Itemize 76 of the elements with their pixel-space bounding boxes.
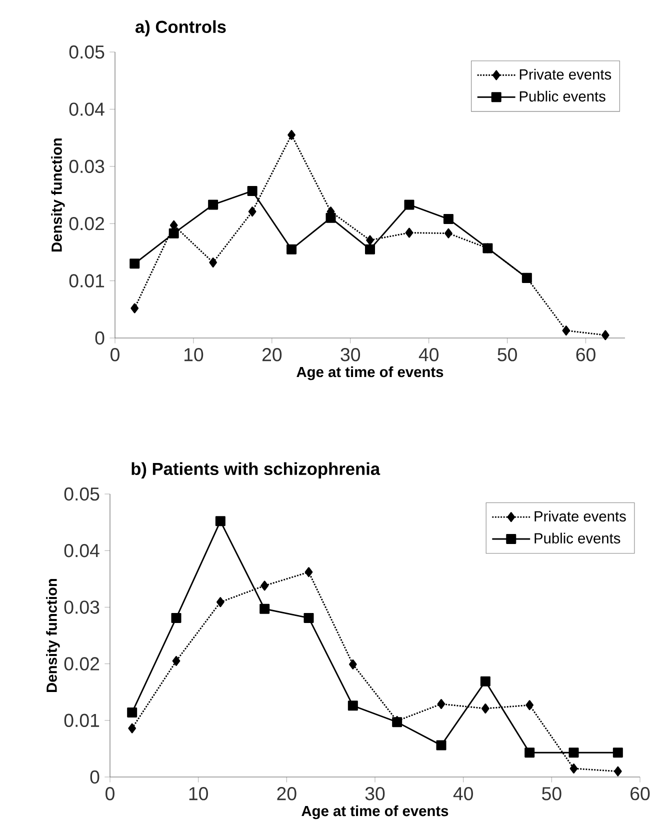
x-tick-label: 20	[277, 787, 296, 800]
point	[168, 228, 179, 238]
point	[612, 748, 623, 758]
point	[130, 258, 140, 269]
x-tick-label: 40	[453, 787, 473, 800]
point	[436, 740, 446, 750]
point	[562, 326, 570, 336]
x-tick-label: 10	[189, 787, 208, 800]
point	[130, 303, 139, 314]
point	[480, 676, 490, 686]
point	[216, 597, 224, 608]
x-tick-label: 10	[184, 348, 204, 362]
chart-title: b) Patients with schizophrenia	[132, 462, 380, 478]
point	[444, 228, 452, 238]
point	[208, 200, 218, 210]
point	[260, 604, 270, 614]
point	[127, 707, 138, 718]
x-tick-label: 60	[576, 348, 596, 362]
point	[568, 748, 579, 758]
y-tick-label: 0	[90, 770, 100, 784]
point	[288, 130, 296, 140]
y-tick-label: 0.02	[64, 657, 100, 670]
point	[601, 330, 610, 340]
point	[404, 200, 414, 210]
point	[348, 700, 358, 711]
point	[526, 700, 534, 710]
x-tick-label: 60	[630, 787, 650, 800]
legend-label: Private events	[534, 510, 626, 522]
point	[365, 244, 375, 254]
point	[247, 186, 258, 196]
x-tick-label: 40	[418, 348, 439, 362]
x-axis-title: Age at time of events	[296, 366, 444, 380]
legend-label: Public events	[534, 532, 620, 544]
x-tick-label: 0	[106, 787, 114, 800]
point	[366, 235, 374, 246]
y-tick-label: 0	[95, 331, 104, 345]
legend-label: Public events	[520, 90, 606, 102]
x-tick-label: 30	[365, 787, 385, 800]
point	[171, 612, 182, 623]
x-axis-title: Age at time of events	[302, 805, 448, 820]
x-tick-label: 0	[110, 348, 120, 362]
point	[260, 580, 269, 591]
y-tick-label: 0.05	[69, 45, 104, 59]
chart-title: a) Controls	[136, 20, 226, 36]
point	[570, 764, 578, 774]
point	[437, 698, 446, 709]
y-axis-title: Density function	[46, 578, 60, 692]
point	[326, 212, 336, 223]
point	[215, 516, 226, 526]
y-tick-label: 0.03	[64, 600, 100, 614]
y-tick-label: 0.04	[64, 544, 100, 558]
point	[304, 612, 314, 623]
point	[481, 704, 490, 714]
y-tick-label: 0.05	[64, 487, 100, 501]
point	[286, 244, 297, 254]
point	[209, 257, 218, 268]
point	[405, 228, 414, 238]
point	[348, 659, 357, 670]
x-tick-label: 50	[498, 348, 517, 362]
y-tick-label: 0.04	[69, 102, 104, 116]
point	[172, 656, 180, 666]
x-tick-label: 20	[262, 348, 282, 362]
point	[128, 723, 136, 734]
y-tick-label: 0.03	[69, 160, 104, 174]
point	[304, 567, 313, 578]
legend-label: Private events	[520, 68, 612, 80]
y-tick-label: 0.01	[64, 714, 100, 728]
point	[248, 206, 256, 217]
point	[524, 748, 535, 758]
y-tick-label: 0.01	[69, 274, 104, 288]
point	[443, 214, 454, 224]
y-axis-title: Density function	[51, 138, 65, 252]
x-tick-label: 30	[340, 348, 360, 362]
point	[614, 766, 622, 776]
y-tick-label: 0.02	[69, 216, 104, 230]
x-tick-label: 50	[542, 787, 562, 800]
